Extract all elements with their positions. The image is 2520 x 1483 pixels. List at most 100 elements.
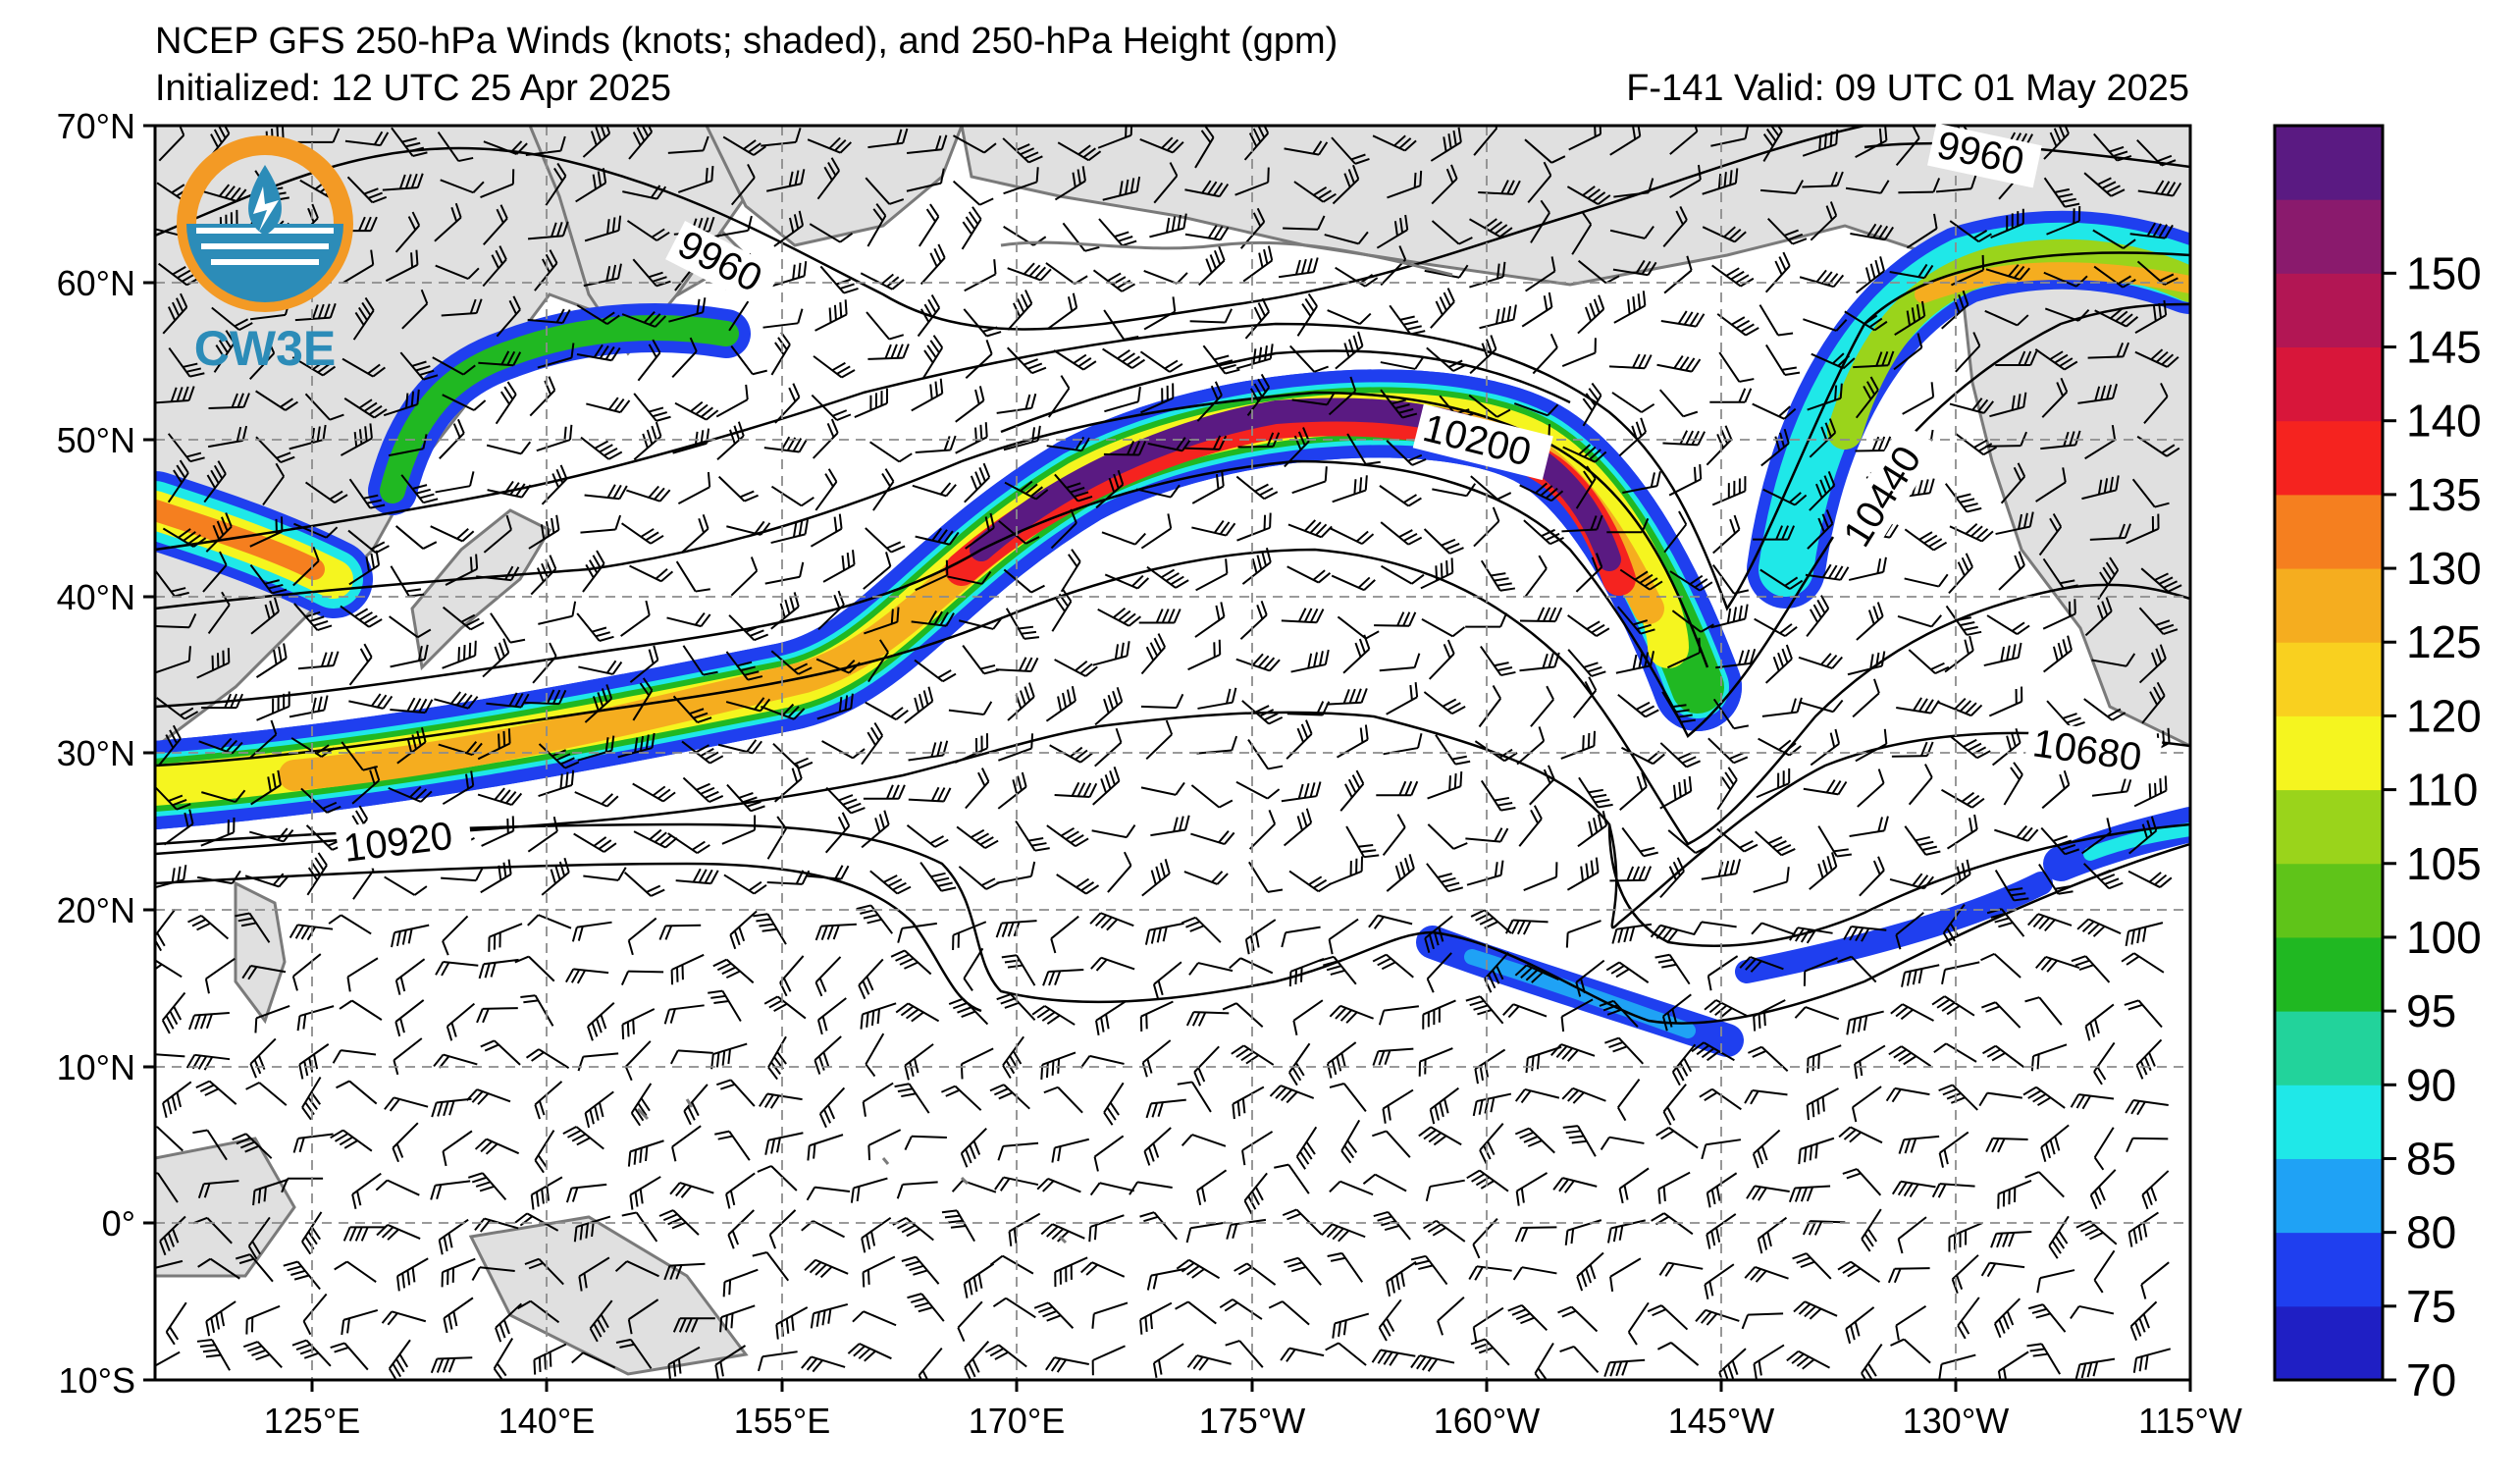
wind-barb: [1845, 180, 1890, 194]
wind-barb: [1231, 1044, 1275, 1066]
wind-barb: [914, 659, 957, 683]
wind-barb: [1604, 1036, 1645, 1065]
wind-barb: [195, 1080, 237, 1105]
wind-barb: [1235, 475, 1279, 501]
wind-barb: [869, 441, 913, 463]
wind-barb: [1103, 441, 1147, 456]
wind-barb: [1103, 1082, 1125, 1126]
wind-barb: [1561, 514, 1603, 533]
wind-barb: [960, 1127, 987, 1168]
wind-barb: [861, 810, 890, 849]
wind-barb: [250, 769, 282, 806]
colorbar-segment: [2275, 199, 2383, 274]
wind-barb: [1616, 1079, 1641, 1122]
wind-barb: [901, 1255, 940, 1285]
wind-barb: [1046, 824, 1089, 848]
wind-barb: [1281, 608, 1325, 624]
wind-barb: [717, 475, 759, 503]
wind-barb: [1141, 1039, 1172, 1078]
wind-barb: [1948, 1222, 1983, 1252]
wind-barb: [1410, 1254, 1448, 1286]
wind-barb: [1328, 918, 1359, 955]
wind-barb: [304, 393, 344, 421]
wind-barb: [2121, 952, 2165, 974]
wind-barb: [439, 418, 465, 459]
cw3e-logo-icon: CW3E: [177, 135, 353, 376]
wind-barb: [245, 1082, 288, 1106]
wind-barb: [1426, 863, 1464, 893]
wind-barb: [1755, 830, 1796, 857]
wind-barb: [1427, 770, 1463, 800]
wind-barb: [807, 136, 853, 154]
wind-barb: [628, 126, 654, 160]
wind-barb: [1758, 737, 1802, 757]
wind-barb: [1606, 517, 1650, 534]
wind-barb: [806, 865, 850, 880]
wind-barb: [1897, 1216, 1927, 1254]
wind-barb: [906, 134, 948, 154]
colorbar-tick-label: 120: [2406, 690, 2482, 741]
wind-barb: [1669, 164, 1702, 198]
wind-barb: [495, 1302, 523, 1343]
wind-barb: [1765, 344, 1801, 376]
lat-label-40n: 40°N: [57, 577, 135, 617]
wind-barb: [289, 695, 329, 718]
wind-barb: [348, 643, 373, 686]
colorbar-segment: [2275, 1011, 2383, 1086]
wind-barb: [1662, 205, 1688, 247]
lon-label-155e: 155°E: [734, 1401, 830, 1441]
wind-barb: [1241, 1131, 1274, 1166]
wind-barb: [1514, 1226, 1557, 1243]
wind-barb: [861, 721, 884, 766]
wind-barb: [574, 791, 619, 808]
wind-barb: [1562, 444, 1607, 463]
wind-barb: [1998, 551, 2025, 591]
wind-barb: [2043, 271, 2088, 288]
wind-barb: [1104, 573, 1150, 590]
wind-barb: [627, 917, 657, 956]
wind-barb: [577, 1052, 619, 1072]
wind-barb: [865, 177, 905, 205]
wind-barb: [241, 964, 287, 980]
wind-barb: [816, 693, 854, 720]
wind-barb: [1889, 873, 1934, 890]
wind-barb: [2092, 229, 2136, 249]
wind-barb: [584, 1090, 614, 1129]
wind-barb: [623, 872, 665, 897]
wind-barb: [1622, 471, 1661, 495]
wind-barb: [208, 393, 250, 410]
wind-barb: [1659, 775, 1693, 810]
wind-barb: [669, 1049, 713, 1065]
wind-barb: [2034, 955, 2080, 973]
wind-barb: [207, 425, 248, 449]
wind-barb: [801, 1355, 846, 1373]
wind-barb: [401, 289, 429, 330]
wind-barb: [890, 949, 932, 976]
colorbar-tick-label: 145: [2406, 322, 2482, 373]
wind-barb: [1225, 1340, 1264, 1368]
wind-barb: [1236, 512, 1272, 542]
wind-barb: [1143, 270, 1188, 285]
wind-barb: [1716, 767, 1738, 811]
wind-barb: [1431, 164, 1458, 205]
wind-barb: [620, 970, 664, 985]
wind-barb: [1330, 527, 1375, 545]
wind-barb: [578, 660, 623, 675]
wind-barb: [1141, 859, 1171, 897]
wind-barb: [954, 733, 989, 764]
wind-barb: [1337, 724, 1369, 759]
wind-barb: [1423, 691, 1466, 715]
wind-barb: [1054, 659, 1098, 677]
wind-barb: [255, 436, 295, 463]
wind-barb: [1946, 814, 1978, 850]
wind-barb: [1152, 961, 1182, 999]
wind-barb: [1049, 744, 1093, 764]
wind-barb: [1386, 440, 1427, 466]
wind-barb: [1844, 310, 1888, 332]
wind-barb: [1470, 475, 1512, 501]
wind-barb: [2128, 816, 2158, 855]
wind-barb: [586, 397, 631, 414]
wind-barb: [527, 816, 558, 853]
wind-barb: [1837, 1260, 1881, 1284]
wind-barb: [1856, 256, 1885, 294]
